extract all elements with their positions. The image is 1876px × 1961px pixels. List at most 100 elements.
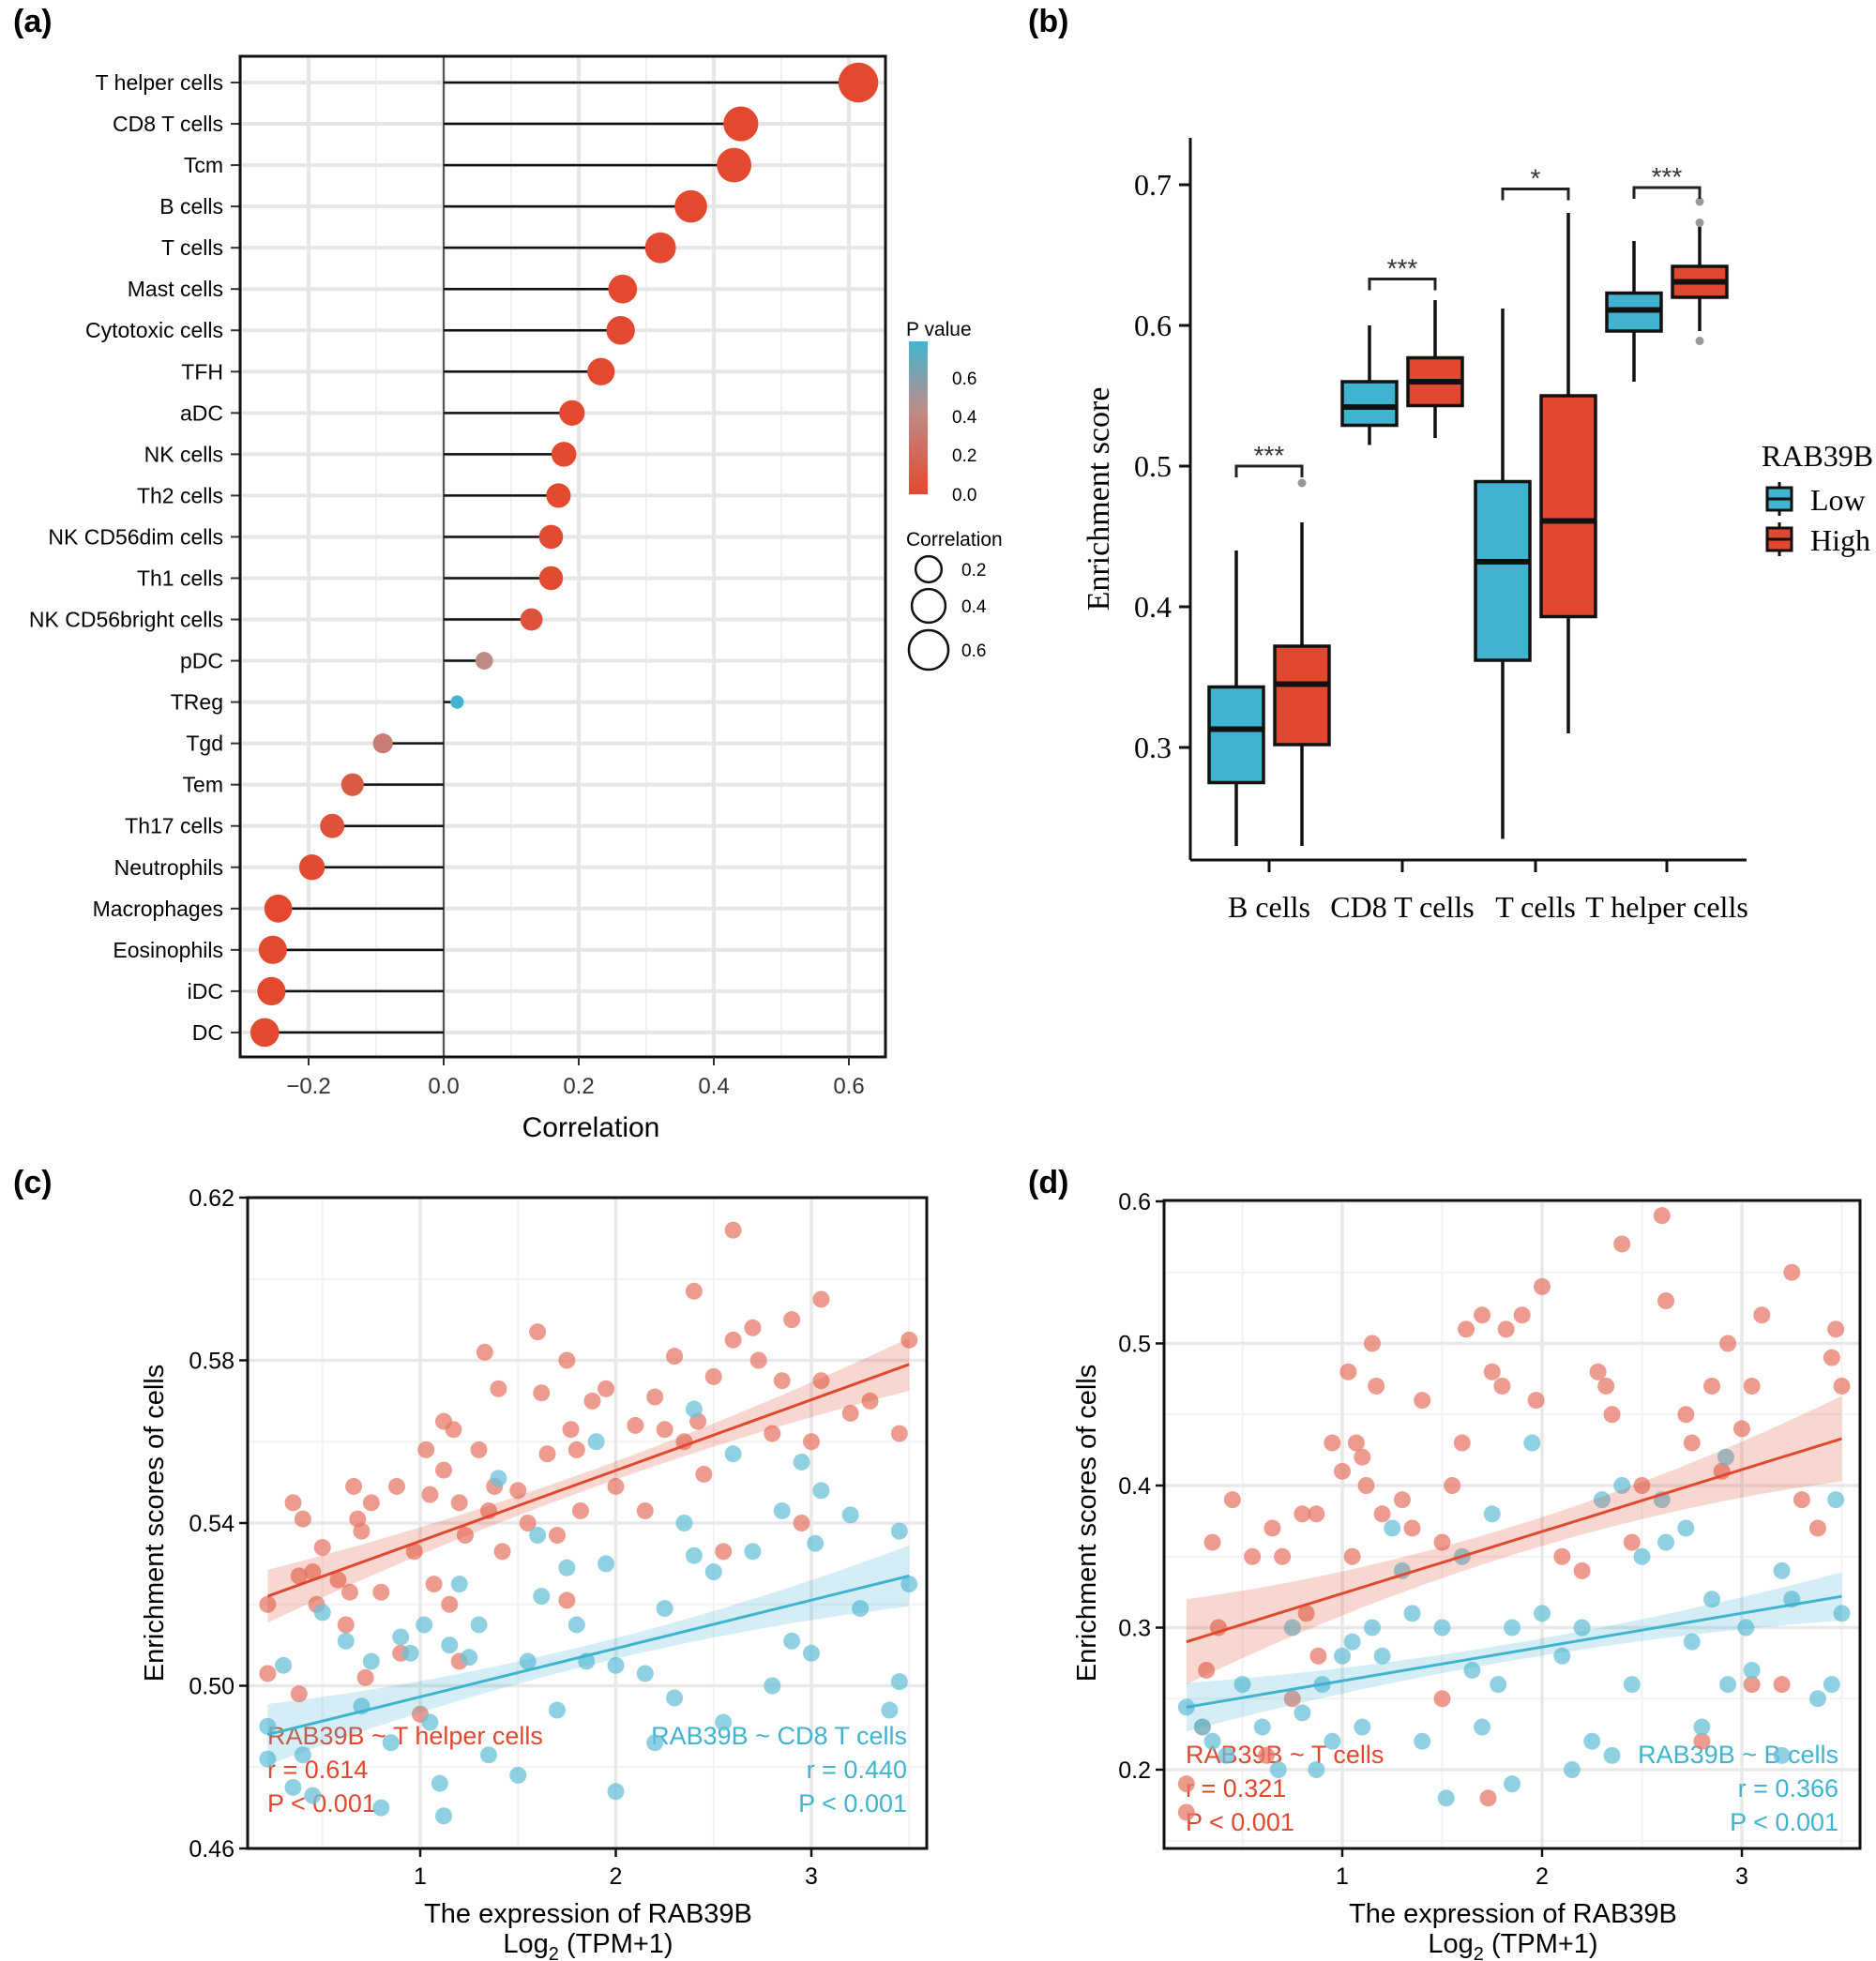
c-point-blue [431,1774,448,1792]
d-point-red [1623,1533,1641,1551]
c-point-blue [607,1783,625,1801]
d-point-blue [1437,1789,1455,1807]
d-x-axis-label: The expression of RAB39B [1349,1899,1677,1929]
a-size-legend-circle [907,628,950,671]
c-point-blue [441,1637,459,1654]
d-point-red [1433,1533,1451,1551]
b-x-tick-label: T cells [1495,890,1576,924]
d-point-red [1453,1434,1471,1452]
b-outlier [1695,197,1704,206]
c-point-red [666,1348,684,1365]
d-point-red [1339,1363,1357,1380]
a-category-label: Th17 cells [125,814,223,838]
d-point-blue [1583,1732,1601,1750]
b-legend-title: RAB39B [1762,439,1873,473]
c-point-red [715,1543,733,1561]
d-point-blue [1603,1746,1621,1764]
a-category-label: Tgd [186,732,223,756]
a-x-axis-label: Correlation [522,1112,660,1143]
d-annot-blue-p: P < 0.001 [1730,1808,1838,1836]
b-significance-bracket [1234,464,1304,477]
d-point-red [1719,1335,1737,1352]
c-point-blue [450,1576,468,1593]
a-point [264,894,293,923]
c-point-red [558,1351,576,1369]
c-point-red [435,1461,453,1479]
a-point [608,274,638,304]
d-point-blue [1203,1732,1221,1750]
d-point-red [1589,1363,1607,1380]
a-category-label: Th2 cells [137,483,223,507]
a-category-label: Th1 cells [137,566,223,590]
c-point-red [329,1571,347,1589]
d-point-red [1497,1320,1515,1338]
a-category-label: DC [192,1020,223,1045]
d-point-red [1368,1377,1385,1395]
d-point-blue [1827,1491,1845,1509]
b-box-high [1539,394,1597,619]
d-point-blue [1553,1647,1571,1665]
c-point-blue [529,1527,547,1545]
a-colorbar-tick-label: 0.2 [952,446,976,466]
b-box-high [1273,644,1331,747]
d-point-red [1294,1505,1311,1523]
d-point-red [1823,1349,1840,1366]
a-point [538,524,564,550]
d-point-blue [1623,1676,1641,1694]
a-point [475,652,493,670]
c-point-blue [259,1717,277,1735]
d-point-red [1677,1406,1695,1424]
c-point-red [519,1515,537,1531]
d-point-blue [1773,1746,1791,1764]
d-point-blue [1833,1605,1851,1622]
c-y-tick-label: 0.46 [189,1836,234,1863]
d-point-red [1793,1491,1810,1509]
c-point-red [259,1595,277,1613]
d-point-red [1203,1533,1221,1551]
c-annot-blue-p: P < 0.001 [798,1789,907,1818]
d-point-blue [1193,1718,1211,1736]
c-point-blue [401,1644,419,1662]
c-point-red [812,1290,830,1308]
c-x-tick-label: 2 [610,1863,623,1890]
c-point-blue [313,1604,331,1622]
d-point-blue [1613,1477,1631,1494]
d-annot-red-p: P < 0.001 [1186,1808,1294,1836]
d-point-blue [1343,1633,1361,1651]
d-annot-blue-name: RAB39B ~ B cells [1638,1741,1838,1769]
c-point-blue [392,1628,410,1646]
c-point-blue [852,1600,870,1618]
a-colorbar-tick-label: 0.0 [952,486,976,505]
a-legend-pvalue-title: P value [906,319,972,340]
d-point-red [1474,1306,1491,1324]
d-point-blue [1218,1746,1235,1764]
c-point-red [509,1482,527,1500]
b-y-tick-label: 0.5 [1134,449,1172,483]
c-point-blue [519,1652,537,1670]
d-point-red [1493,1377,1511,1395]
b-significance-bracket [1501,188,1570,201]
c-point-red [567,1441,585,1458]
b-x-tick-label: B cells [1228,890,1310,924]
c-point-red [812,1372,830,1390]
c-point-red [529,1323,547,1341]
b-y-tick-label: 0.6 [1134,309,1172,342]
b-box-low [1474,479,1532,662]
c-point-blue [435,1807,453,1825]
c-point-red [294,1510,311,1528]
d-point-blue [1324,1732,1341,1750]
c-annot-blue-r: r = 0.440 [807,1756,907,1784]
c-point-blue [666,1689,684,1707]
c-x-tick-label: 3 [805,1863,818,1890]
d-point-red [1334,1462,1351,1480]
c-annot-red-p: P < 0.001 [267,1789,376,1818]
c-point-blue [567,1616,585,1634]
a-point [340,773,364,796]
d-point-red [1683,1434,1701,1452]
a-point [298,854,325,881]
d-point-red [1743,1676,1761,1694]
a-x-tick-label: 0.0 [428,1074,459,1099]
c-point-red [571,1501,589,1519]
a-x-tick-label: 0.2 [563,1074,594,1099]
a-legend-correlation-title: Correlation [906,529,1003,551]
